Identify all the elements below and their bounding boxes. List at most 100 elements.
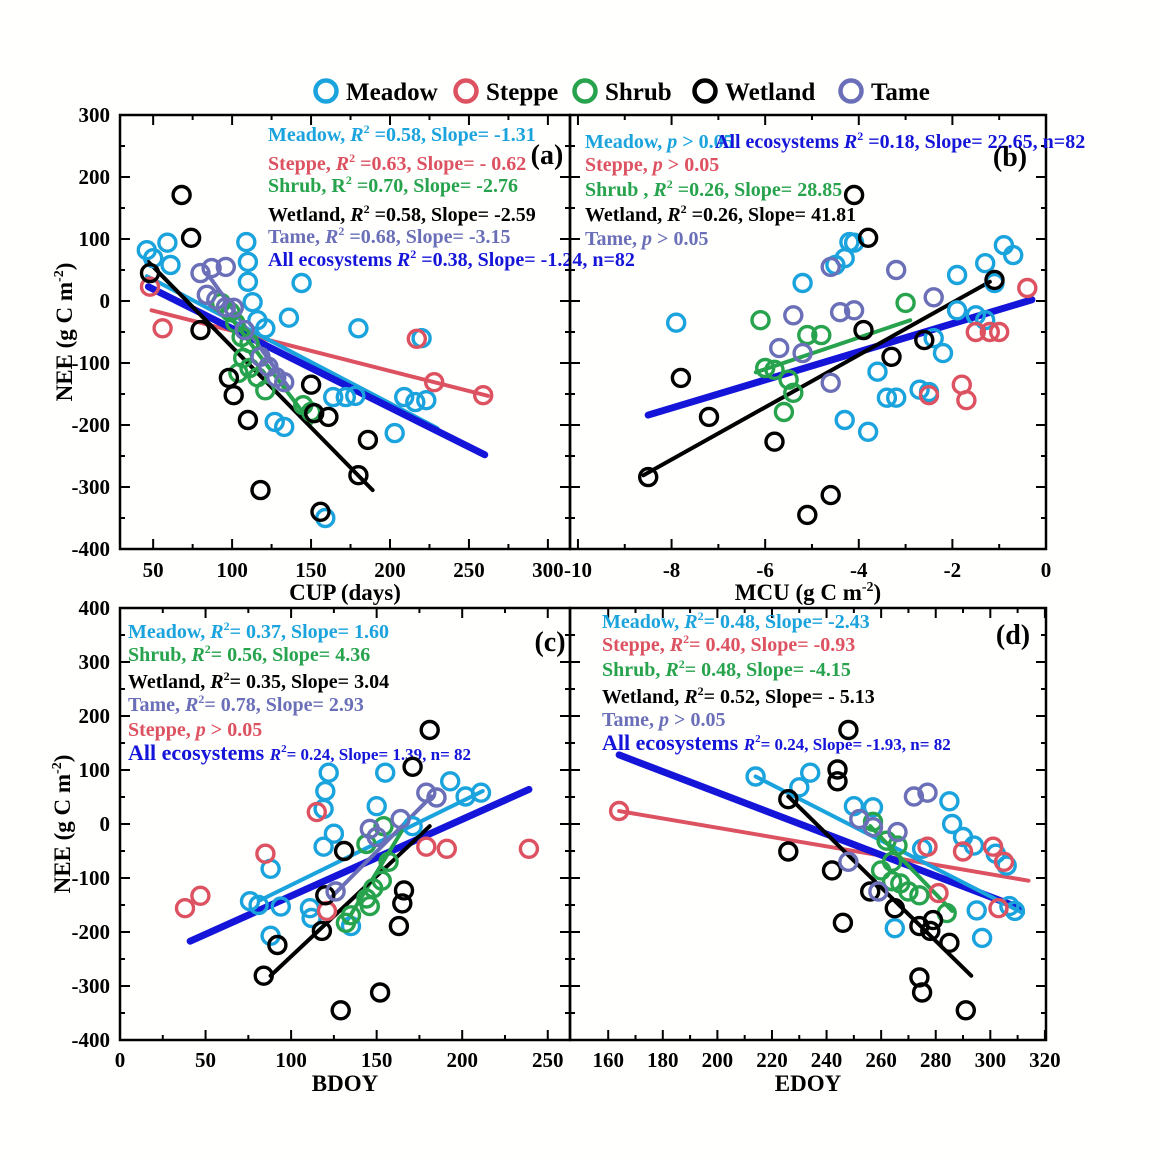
data-point <box>827 759 848 780</box>
panel-a: 50 100 150 200 250 300 300 200 100 0 -100 -200 -300 -… <box>52 103 635 605</box>
data-point <box>783 382 804 403</box>
data-point <box>330 1000 351 1021</box>
data-point <box>923 328 944 349</box>
data-point <box>152 318 173 339</box>
data-point <box>670 367 692 389</box>
regression-line-all <box>186 785 533 945</box>
data-point <box>311 920 333 942</box>
data-point <box>250 479 271 501</box>
y-tick-label: -200 <box>72 920 111 944</box>
data-point <box>313 836 334 857</box>
stats-annotation: Tame, R2 =0.68, Slope= -3.15 <box>268 224 511 248</box>
data-point <box>800 762 821 783</box>
data-point <box>922 909 944 931</box>
data-point <box>797 324 818 346</box>
data-point <box>237 271 259 292</box>
series-tame <box>769 256 944 393</box>
stats-annotation: Tame, p > 0.05 <box>602 709 725 731</box>
data-point <box>834 409 855 431</box>
y-tick-label: 100 <box>79 227 111 251</box>
stats-annotation: All ecosystems R2= 0.24, Slope= -1.93, n… <box>602 730 951 755</box>
data-point <box>750 310 771 331</box>
data-point <box>393 880 415 901</box>
stats-annotation: Shrub, R2 =0.70, Slope= -2.76 <box>268 173 518 197</box>
y-tick-label: -400 <box>72 537 111 561</box>
regression-line-wetland <box>268 824 432 978</box>
data-point <box>323 823 345 844</box>
data-point <box>843 184 865 206</box>
data-point <box>345 385 366 407</box>
data-point <box>255 843 276 864</box>
x-tick-label: 320 <box>1029 1048 1061 1072</box>
data-point <box>139 262 161 284</box>
data-point <box>300 374 322 395</box>
x-tick-label: -8 <box>663 558 681 582</box>
data-point <box>956 390 977 411</box>
regression-line-all <box>615 751 1024 912</box>
data-point <box>820 256 841 278</box>
series-steppe <box>918 277 1038 411</box>
y-axis-title: NEE (g C m-2) <box>50 755 75 894</box>
series-steppe <box>174 801 540 922</box>
data-point <box>359 895 380 917</box>
data-point <box>274 372 295 393</box>
data-point <box>832 912 854 933</box>
data-point <box>903 786 925 807</box>
data-point <box>769 337 790 359</box>
panel-c: 0 50 100 150 200 250 400 300 200 100 0 -100 -200 -300… <box>50 596 572 1096</box>
x-tick-label: 180 <box>647 1048 679 1072</box>
data-point <box>932 342 954 364</box>
data-point <box>979 321 1000 343</box>
series-steppe <box>139 276 494 406</box>
data-point <box>778 789 799 810</box>
legend-item-wetland: Wetland <box>692 78 815 106</box>
data-point <box>375 762 396 783</box>
data-point <box>920 920 941 942</box>
data-point <box>827 771 848 792</box>
data-point <box>1003 244 1024 266</box>
series-wetland <box>139 184 379 522</box>
series-wetland <box>778 719 976 1021</box>
y-axis-title: NEE (g C m-2) <box>52 263 77 402</box>
data-point <box>223 297 244 318</box>
y-tick-label: 200 <box>79 704 111 728</box>
panel-letter: (b) <box>993 142 1027 173</box>
series-steppe <box>608 800 1015 919</box>
y-tick-label: 0 <box>100 289 111 313</box>
data-point <box>416 836 437 857</box>
data-point <box>811 324 832 346</box>
legend-label: Meadow <box>346 79 438 106</box>
stats-annotation: Meadow, R2= 0.37, Slope= 1.60 <box>128 619 389 643</box>
legend-item-tame: Tame <box>838 78 930 106</box>
data-point <box>190 885 211 906</box>
y-tick-label: 200 <box>79 165 111 189</box>
data-point <box>886 387 907 408</box>
x-tick-label: 150 <box>361 1048 393 1072</box>
data-point <box>698 406 720 428</box>
stats-annotation: Wetland, R2= 0.52, Slope= - 5.13 <box>602 684 875 708</box>
data-point <box>215 297 237 318</box>
stats-annotation: Wetland, R2= 0.35, Slope= 3.04 <box>128 669 389 693</box>
panel-letter: (d) <box>996 620 1030 651</box>
data-point <box>215 256 237 278</box>
data-point <box>323 386 344 408</box>
stats-annotation: All ecosystems R2 =0.38, Slope= -1.24, n… <box>268 247 635 271</box>
data-point <box>237 251 259 273</box>
data-point <box>868 881 889 902</box>
y-tick-label: -100 <box>72 866 111 890</box>
legend-label: Steppe <box>486 79 558 106</box>
data-point <box>248 894 269 916</box>
data-point <box>939 791 960 812</box>
data-point <box>666 312 687 333</box>
data-point <box>773 401 795 423</box>
stats-annotation: Wetland, R2 =0.26, Slope= 41.81 <box>585 202 856 226</box>
stats-annotation: Steppe, p > 0.05 <box>128 719 262 741</box>
legend-label: Tame <box>871 79 930 106</box>
data-point <box>862 797 884 818</box>
regression-line-wetland <box>641 279 992 478</box>
data-point <box>952 841 974 862</box>
data-point <box>982 836 1004 857</box>
axis-ticks <box>570 114 1047 550</box>
x-tick-label: 100 <box>216 558 248 582</box>
data-point <box>160 254 181 276</box>
